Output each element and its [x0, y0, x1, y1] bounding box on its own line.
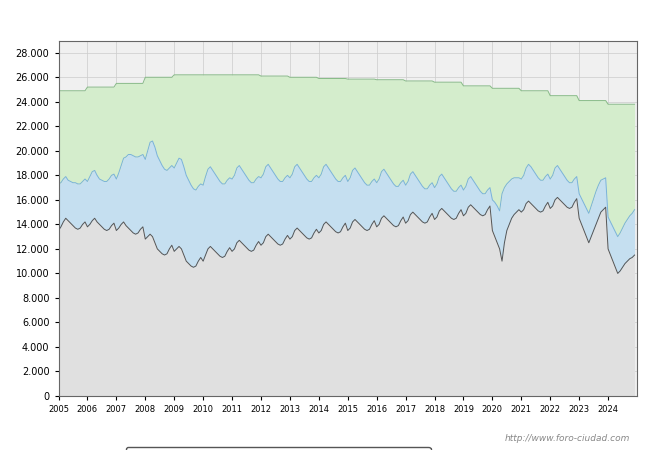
Legend: Ocupados, Parados, Hab. entre 16-64: Ocupados, Parados, Hab. entre 16-64 — [126, 447, 430, 450]
Text: Andújar - Evolucion de la poblacion en edad de Trabajar Septiembre de 2024: Andújar - Evolucion de la poblacion en e… — [84, 13, 566, 26]
Text: http://www.foro-ciudad.com: http://www.foro-ciudad.com — [505, 434, 630, 443]
